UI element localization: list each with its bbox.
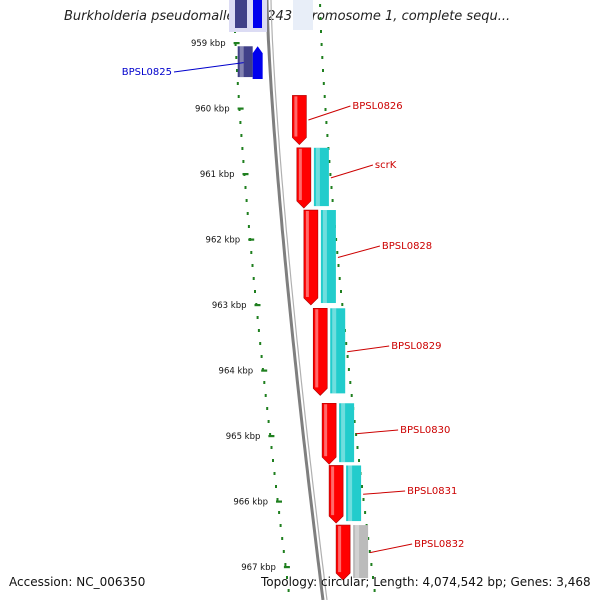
- gene-label: BPSL0829: [391, 341, 441, 352]
- cog-highlight: [355, 525, 360, 579]
- gene-leader-line: [330, 164, 374, 179]
- gene-highlight: [324, 404, 328, 457]
- scale-tick: [237, 107, 244, 110]
- gene-label: BPSL0830: [400, 425, 450, 436]
- gene-BPSL0829: BPSL0829: [312, 307, 441, 396]
- gene-leader-line: [337, 245, 381, 258]
- scale-tick-label: 965 kbp: [226, 432, 261, 442]
- map-title: Burkholderia pseudomallei K96243 chromos…: [64, 9, 511, 24]
- sequence-backbone: [265, 0, 328, 600]
- cog-highlight: [332, 308, 337, 394]
- cog-category-bar: [346, 465, 362, 522]
- gene-BPSL0826: BPSL0826: [292, 95, 403, 145]
- gene-leader-line: [308, 105, 351, 121]
- cog-highlight: [322, 210, 327, 304]
- gene-label: BPSL0826: [352, 101, 402, 112]
- gene-BPSL0830: BPSL0830: [321, 402, 450, 465]
- gene-BPSL0832: BPSL0832: [335, 524, 464, 581]
- genome-summary: Topology: circular; Length: 4,074,542 bp…: [261, 575, 591, 589]
- gene-highlight: [315, 309, 319, 388]
- cog-category-bar: [339, 403, 355, 463]
- scale-tick-label: 959 kbp: [191, 39, 226, 49]
- cog-category-bar: [353, 525, 369, 579]
- scale-tick: [276, 500, 282, 503]
- gene-leader-line: [369, 543, 413, 554]
- gene-label: BPSL0832: [414, 539, 464, 550]
- scale-tick: [261, 369, 268, 372]
- cog-highlight: [348, 465, 353, 522]
- scale-tick: [254, 304, 261, 307]
- gene-highlight: [294, 96, 298, 137]
- scale-tick: [268, 435, 275, 438]
- scale-tick-label: 966 kbp: [233, 498, 268, 508]
- scale-tick-label: 962 kbp: [206, 236, 241, 246]
- gene-highlight: [338, 526, 342, 573]
- scale-tick: [233, 42, 240, 45]
- forward-strand-shade: [293, 0, 313, 30]
- gene-highlight: [305, 211, 309, 297]
- scale-tick-label: 961 kbp: [200, 170, 235, 180]
- gene-partial-top: [235, 0, 247, 28]
- scale-tick-label: 963 kbp: [212, 301, 247, 311]
- gene-arrow: [252, 46, 263, 80]
- cog-category-bar: [313, 147, 329, 207]
- gene-partial-top: [253, 0, 262, 28]
- cog-category-bar: [237, 46, 253, 78]
- cog-highlight: [315, 147, 320, 207]
- scale-tick: [242, 173, 249, 176]
- accession-label: Accession: NC_006350: [9, 575, 146, 589]
- gene-BPSL0831: BPSL0831: [328, 465, 457, 524]
- gene-leader-line: [363, 490, 406, 495]
- cog-highlight: [239, 46, 244, 78]
- scale-tick-label: 967 kbp: [241, 563, 276, 573]
- cog-highlight: [341, 403, 346, 463]
- gene-leader-line: [356, 429, 399, 435]
- cog-category-bar: [330, 308, 346, 394]
- gene-scrK: scrK: [296, 147, 397, 209]
- scale-tick: [248, 238, 255, 241]
- gene-leader-line: [347, 345, 390, 353]
- scale-tick-label: 960 kbp: [195, 105, 230, 115]
- gene-label: scrK: [375, 160, 397, 171]
- gene-label: BPSL0825: [122, 67, 172, 78]
- cog-category-bar: [320, 210, 336, 304]
- gene-BPSL0828: BPSL0828: [303, 209, 432, 306]
- scale-tick-label: 964 kbp: [219, 367, 254, 377]
- gene-label: BPSL0828: [382, 241, 432, 252]
- gene-BPSL0825: BPSL0825: [122, 46, 263, 80]
- gene-highlight: [298, 148, 302, 201]
- gene-highlight: [331, 466, 335, 516]
- gene-label: BPSL0831: [407, 486, 457, 497]
- gene-leader-line: [173, 62, 244, 73]
- scale-tick: [283, 566, 290, 569]
